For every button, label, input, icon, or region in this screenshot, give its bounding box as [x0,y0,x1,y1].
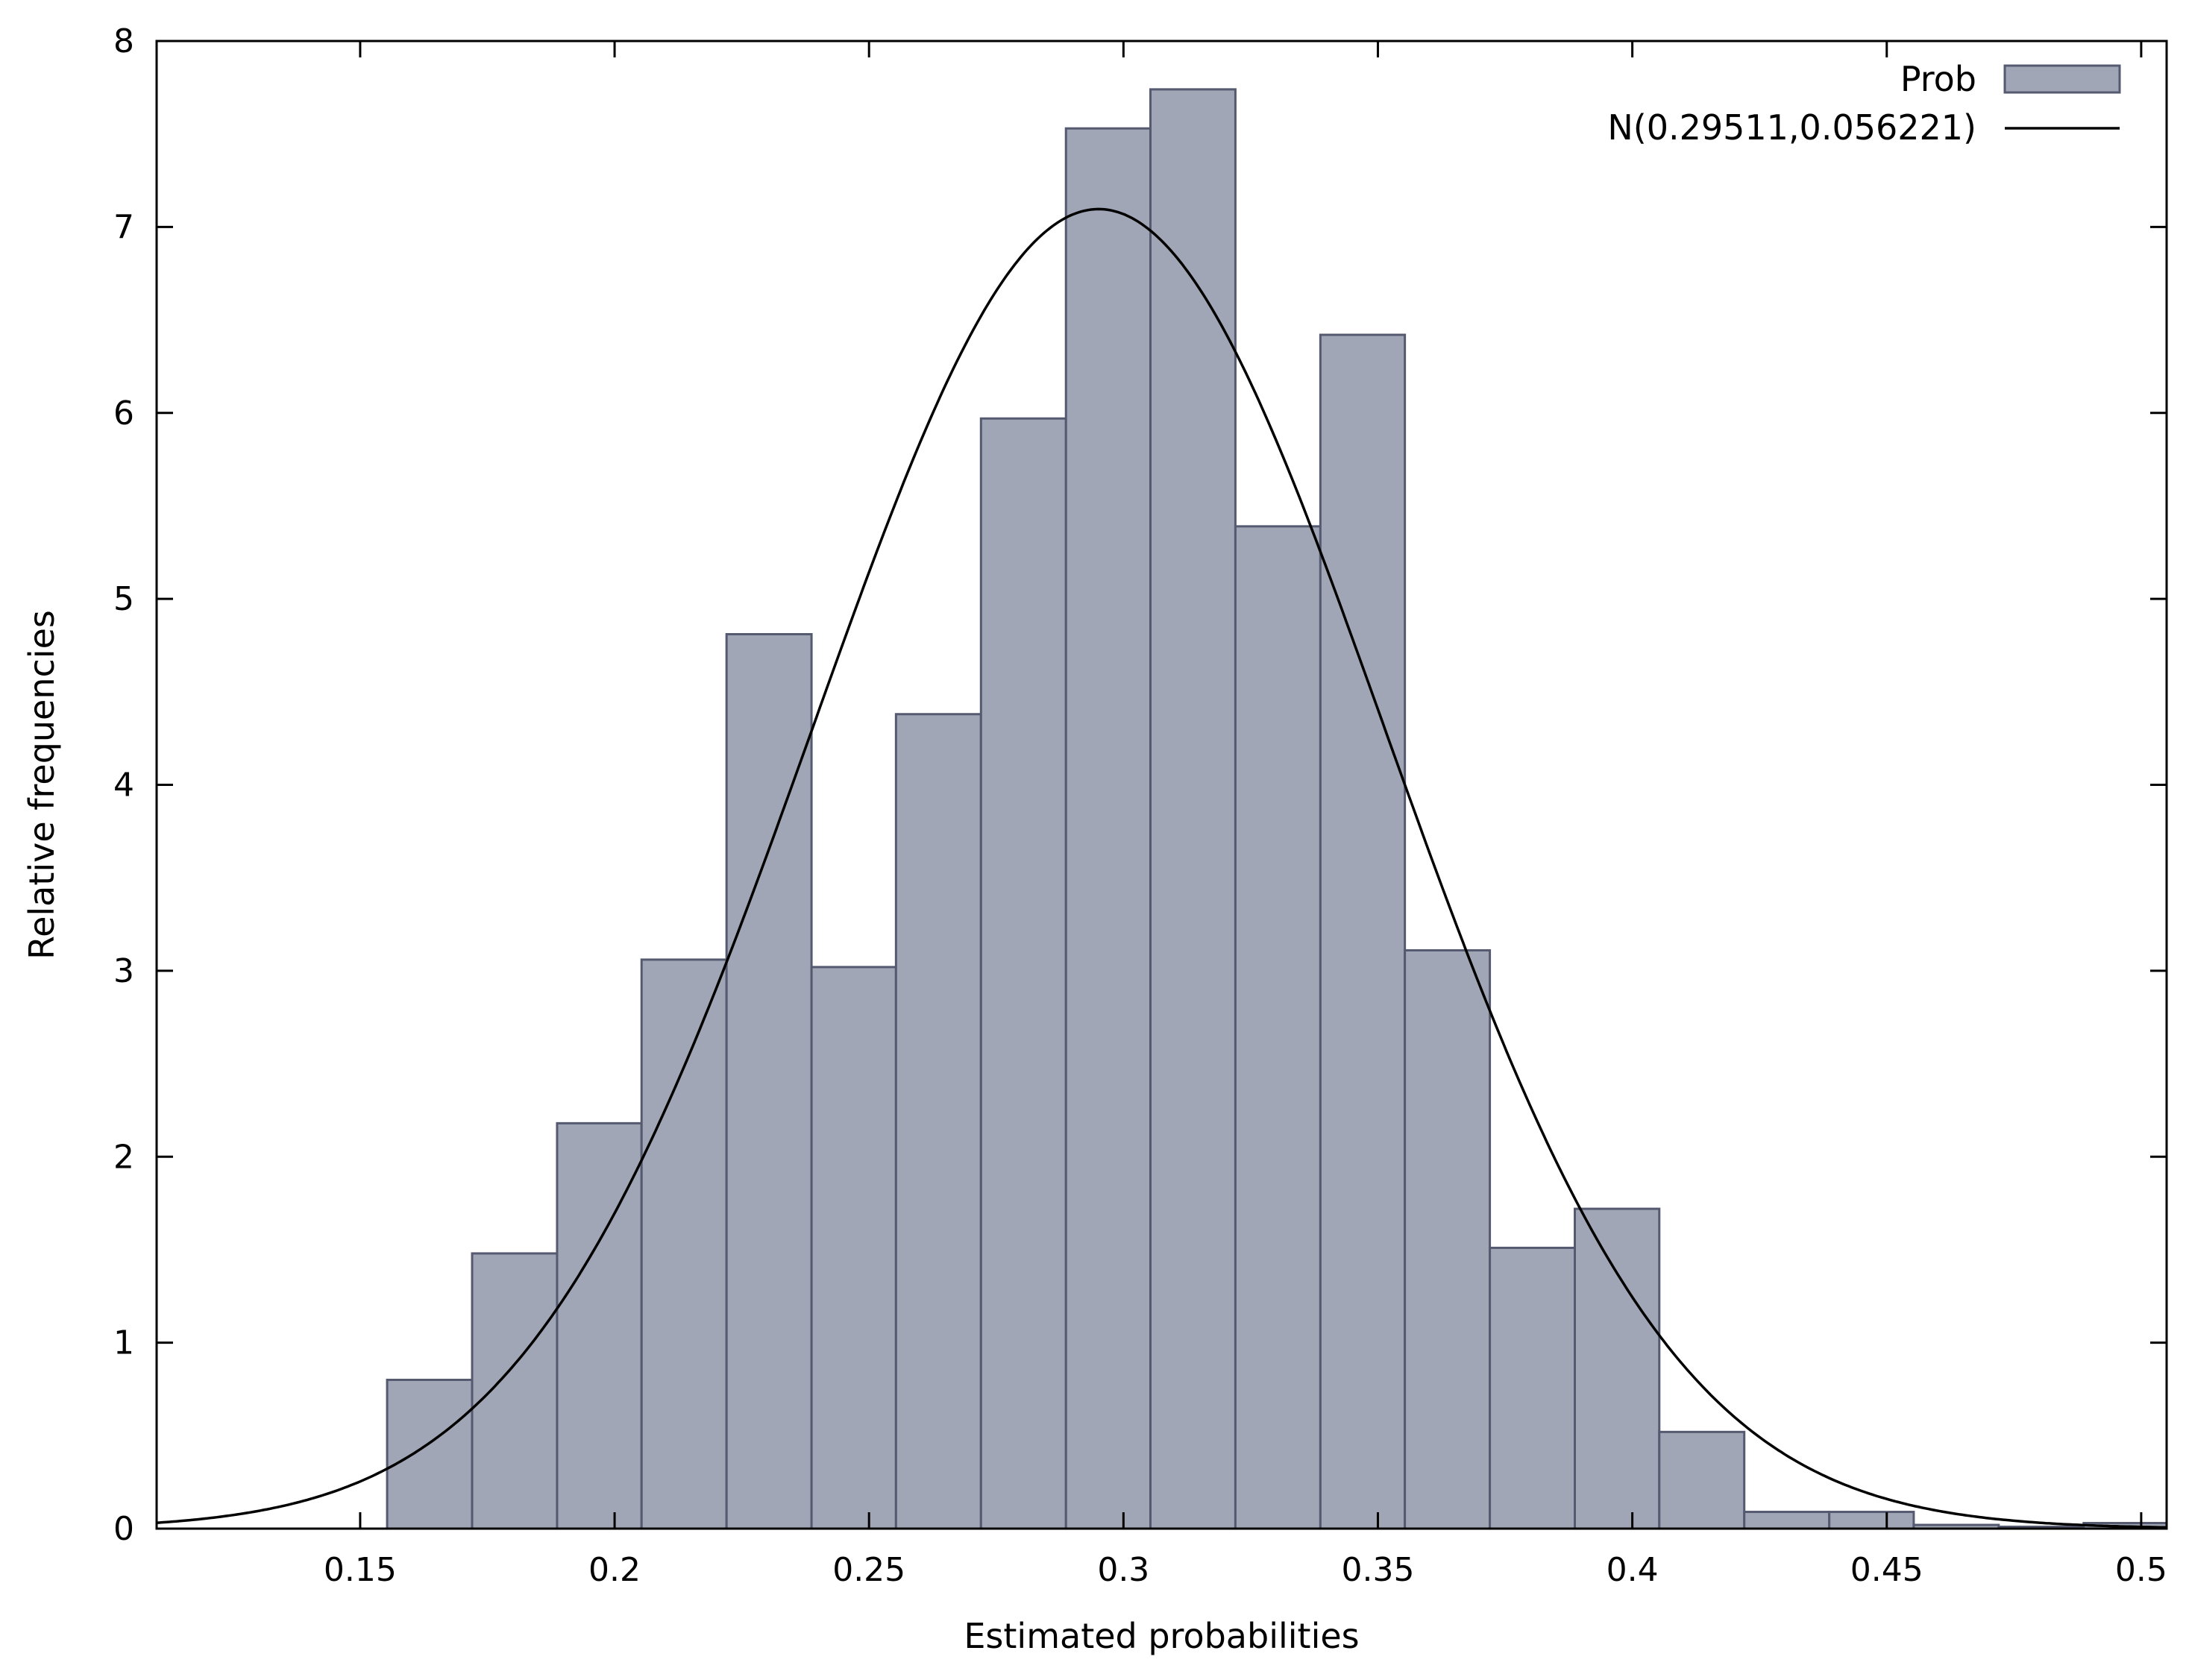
y-tick-label: 4 [113,767,134,805]
x-tick-label: 0.4 [1607,1551,1659,1589]
legend: Prob N(0.29511,0.056221) [1607,59,2121,148]
x-axis-title: Estimated probabilities [964,1616,1359,1656]
histogram-bar-13 [1489,1246,1577,1530]
histogram-bar-10 [1234,525,1322,1530]
x-tick-label: 0.2 [588,1551,641,1589]
y-tick-label: 6 [113,394,134,432]
y-tick-label: 0 [113,1510,134,1548]
x-tick-label: 0.3 [1097,1551,1149,1589]
histogram-bar-0 [386,1379,474,1530]
y-axis-title: Relative frequencies [22,610,62,960]
histogram-bar-1 [471,1252,559,1530]
bars-layer [386,88,2168,1530]
x-tick-label: 0.5 [2115,1551,2167,1589]
histogram-bar-11 [1319,333,1407,1530]
histogram-bar-7 [979,417,1067,1530]
ticks-layer: 0.15 0.2 0.25 0.3 0.35 0.4 0.45 0.5 0 1 2 3 4 5 6 7 8 [113,22,2167,1589]
x-tick-label: 0.25 [832,1551,905,1589]
histogram-bar-6 [894,713,982,1530]
y-tick-label: 1 [113,1324,134,1362]
y-tick-label: 7 [113,208,134,246]
histogram-bar-15 [1658,1430,1746,1530]
x-tick-label: 0.45 [1850,1551,1923,1589]
y-tick-label: 5 [113,580,134,618]
histogram-bar-12 [1404,948,1492,1530]
legend-label-normal: N(0.29511,0.056221) [1607,107,1976,148]
histogram-bar-5 [810,966,897,1530]
y-tick-label: 2 [113,1138,134,1176]
legend-swatch-prob [2003,64,2121,94]
curve-layer [156,207,2167,1529]
histogram-bar-9 [1149,88,1237,1530]
normal-curve [156,207,2167,1529]
y-tick-label: 8 [113,22,134,60]
x-tick-label: 0.35 [1341,1551,1414,1589]
legend-label-prob: Prob [1900,59,1976,99]
histogram-bar-3 [640,958,728,1530]
histogram-bar-4 [725,633,813,1530]
histogram-bar-17 [1828,1511,1915,1530]
histogram-bar-16 [1743,1511,1831,1530]
y-tick-label: 3 [113,952,134,990]
histogram-bar-14 [1574,1207,1661,1530]
histogram-bar-8 [1064,127,1152,1530]
x-tick-label: 0.15 [324,1551,397,1589]
